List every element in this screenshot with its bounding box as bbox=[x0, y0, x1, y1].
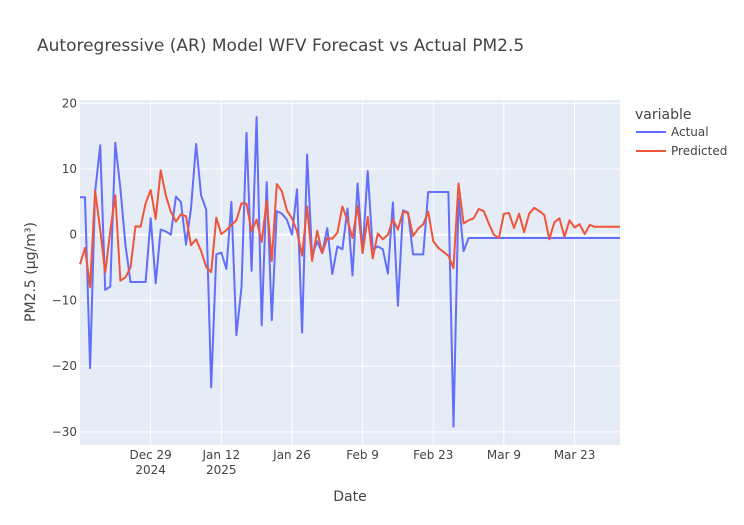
x-tick-label: Dec 29 bbox=[129, 448, 171, 462]
x-tick-label: Feb 9 bbox=[346, 448, 379, 462]
legend-item-predicted[interactable]: Predicted bbox=[636, 144, 727, 158]
x-tick-label: Jan 12 bbox=[202, 448, 241, 462]
legend-title: variable bbox=[635, 107, 691, 123]
plot-background bbox=[80, 100, 620, 445]
x-tick-sublabel: 2025 bbox=[206, 463, 237, 477]
y-tick-label: 0 bbox=[69, 228, 77, 242]
y-tick-label: 20 bbox=[62, 96, 77, 110]
y-tick-label: −20 bbox=[52, 359, 77, 373]
legend-label-predicted: Predicted bbox=[671, 144, 727, 158]
grid-lines bbox=[80, 100, 620, 445]
x-tick-label: Mar 23 bbox=[554, 448, 596, 462]
y-tick-label: −30 bbox=[52, 425, 77, 439]
series-line-predicted bbox=[79, 169, 620, 289]
x-tick-sublabel: 2024 bbox=[135, 463, 166, 477]
x-axis-title: Date bbox=[333, 489, 366, 505]
chart-title: Autoregressive (AR) Model WFV Forecast v… bbox=[37, 36, 524, 56]
x-tick-label: Feb 23 bbox=[413, 448, 453, 462]
y-tick-label: −10 bbox=[52, 293, 77, 307]
series-lines bbox=[79, 116, 620, 428]
legend-item-actual[interactable]: Actual bbox=[636, 125, 709, 139]
y-axis-title: PM2.5 (μg/m³) bbox=[23, 222, 39, 322]
legend-label-actual: Actual bbox=[671, 125, 709, 139]
y-tick-label: 10 bbox=[62, 162, 77, 176]
legend: variable Actual Predicted bbox=[635, 107, 727, 158]
x-tick-label: Jan 26 bbox=[272, 448, 311, 462]
y-axis-ticks: 20 10 0 −10 −20 −30 bbox=[52, 96, 77, 439]
series-line-actual bbox=[80, 116, 620, 428]
x-tick-label: Mar 9 bbox=[487, 448, 521, 462]
